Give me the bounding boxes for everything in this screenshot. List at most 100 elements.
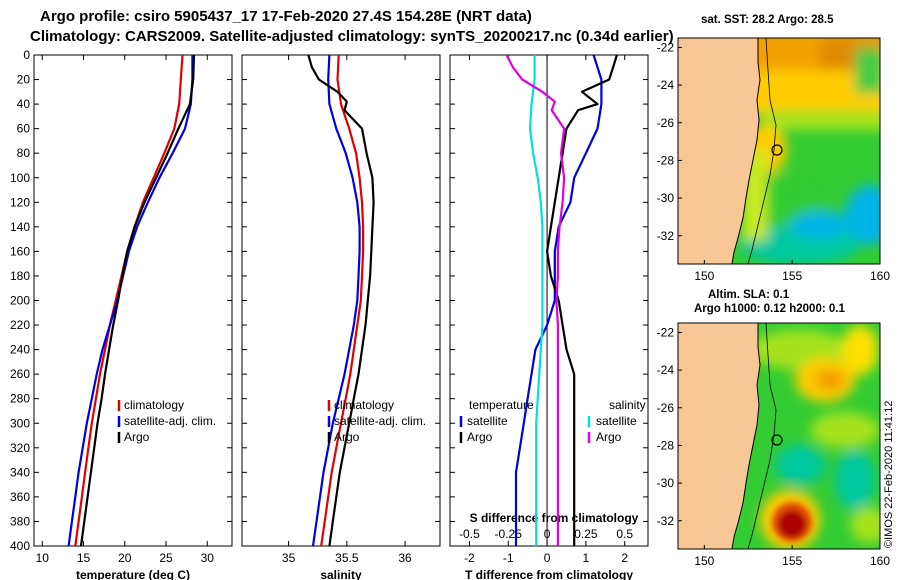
legend-s-argo-label: Argo xyxy=(596,430,622,444)
x-tick-label: 30 xyxy=(201,551,215,565)
credit-text: ©IMOS 22-Feb-2020 11:41:12 xyxy=(883,401,895,548)
axis-ticks: 0204060801001201401601802002202402602803… xyxy=(10,48,648,580)
sla-map-title-1: Altim. SLA: 0.1 xyxy=(708,289,790,301)
map-y-tick-label: -28 xyxy=(657,438,675,452)
depth-tick-label: 80 xyxy=(17,146,31,160)
map-y-tick-label: -22 xyxy=(657,40,675,54)
map-y-tick-label: -30 xyxy=(657,191,675,205)
x-tick-label: 2 xyxy=(621,551,628,565)
legend-satellite-label: satellite-adj. clim. xyxy=(334,414,426,428)
depth-tick-label: 240 xyxy=(10,343,30,357)
sst-map-frame xyxy=(677,37,881,265)
sst-map-title: sat. SST: 28.2 Argo: 28.5 xyxy=(701,14,834,26)
x-tick-label: 0 xyxy=(544,551,551,565)
depth-tick-label: 300 xyxy=(10,416,30,430)
x-tick-label: 15 xyxy=(77,551,91,565)
depth-tick-label: 120 xyxy=(10,195,30,209)
series-line-salinity-argo xyxy=(505,54,566,546)
x-axis-label: salinity xyxy=(320,568,362,580)
sst-map-ticks: 150 155 160 -22 -24 -26 -28 -30 -32 xyxy=(657,40,891,283)
depth-tick-label: 380 xyxy=(10,514,30,528)
sst-map-field xyxy=(678,38,880,264)
depth-tick-label: 20 xyxy=(17,73,31,87)
series-line-temperature-satellite xyxy=(514,54,603,546)
map-x-tick-label: 155 xyxy=(782,554,802,568)
x-axis-label: temperature (deg C) xyxy=(76,568,190,580)
x-tick-label: 35 xyxy=(282,551,296,565)
legend-temperature-title: temperature xyxy=(469,398,534,412)
map-y-tick-label: -32 xyxy=(657,229,675,243)
temperature-legend: climatology satellite-adj. clim. Argo xyxy=(117,398,216,444)
depth-tick-label: 140 xyxy=(10,220,30,234)
map-y-tick-label: -24 xyxy=(657,78,675,92)
x-tick-label: 25 xyxy=(159,551,173,565)
depth-tick-label: 340 xyxy=(10,465,30,479)
difference-axes xyxy=(449,54,649,547)
x-tick-label: 20 xyxy=(118,551,132,565)
s-axis-label: S difference from climatology xyxy=(470,511,639,525)
depth-tick-label: 280 xyxy=(10,392,30,406)
series-line-satellite-adj-clim- xyxy=(311,54,361,547)
x-tick-label: 1 xyxy=(583,551,590,565)
map-x-tick-label: 150 xyxy=(694,269,714,283)
map-y-tick-label: -32 xyxy=(657,514,675,528)
series-line-argo xyxy=(79,54,196,547)
series-line-climatology xyxy=(320,54,365,547)
s-tick-label: 0 xyxy=(544,527,551,541)
legend-t-satellite-label: satellite xyxy=(467,414,508,428)
title-line-2: Climatology: CARS2009. Satellite-adjuste… xyxy=(30,28,674,45)
title-line-1: Argo profile: csiro 5905437_17 17-Feb-20… xyxy=(40,8,532,25)
map-x-tick-label: 150 xyxy=(694,554,714,568)
legend-t-argo-label: Argo xyxy=(467,430,493,444)
depth-tick-label: 100 xyxy=(10,171,30,185)
x-tick-label: -2 xyxy=(464,551,475,565)
salinity-legend: climatology satellite-adj. clim. Argo xyxy=(327,398,426,444)
depth-tick-label: 200 xyxy=(10,294,30,308)
legend-climatology-label: climatology xyxy=(334,398,394,412)
profile-series xyxy=(67,54,618,547)
legend-salinity-title: salinity xyxy=(609,398,646,412)
depth-tick-label: 160 xyxy=(10,244,30,258)
depth-tick-label: 40 xyxy=(17,97,31,111)
x-tick-label: -1 xyxy=(503,551,514,565)
x-axis-label: T difference from climatology xyxy=(465,568,633,580)
salinity-axes xyxy=(241,54,441,547)
depth-tick-label: 400 xyxy=(10,539,30,553)
s-tick-label: -0.5 xyxy=(459,527,480,541)
x-tick-label: 35.5 xyxy=(335,551,359,565)
series-line-salinity-satellite xyxy=(528,55,544,546)
depth-tick-label: 320 xyxy=(10,441,30,455)
s-tick-label: 0.25 xyxy=(574,527,598,541)
sst-argo-marker xyxy=(771,144,783,156)
x-tick-label: 10 xyxy=(36,551,50,565)
map-x-tick-label: 160 xyxy=(870,269,890,283)
temperature-axes xyxy=(33,54,233,547)
depth-tick-label: 220 xyxy=(10,318,30,332)
s-tick-label: 0.5 xyxy=(616,527,633,541)
legend-s-satellite-label: satellite xyxy=(596,414,637,428)
map-y-tick-label: -26 xyxy=(657,116,675,130)
sla-map-frame xyxy=(677,322,881,550)
map-x-tick-label: 160 xyxy=(870,554,890,568)
map-x-tick-label: 155 xyxy=(782,269,802,283)
sla-argo-marker xyxy=(771,434,783,446)
legend-climatology-label: climatology xyxy=(124,398,184,412)
depth-tick-label: 0 xyxy=(23,48,30,62)
map-y-tick-label: -24 xyxy=(657,363,675,377)
s-tick-label: -0.25 xyxy=(495,527,523,541)
depth-tick-label: 360 xyxy=(10,490,30,504)
depth-tick-label: 260 xyxy=(10,367,30,381)
map-y-tick-label: -22 xyxy=(657,325,675,339)
depth-tick-label: 180 xyxy=(10,269,30,283)
map-y-tick-label: -28 xyxy=(657,153,675,167)
sla-map-ticks: 150 155 160 -22 -24 -26 -28 -30 -32 xyxy=(657,325,891,568)
legend-satellite-label: satellite-adj. clim. xyxy=(124,414,216,428)
sla-map-field xyxy=(678,323,880,549)
sla-map-title-2: Argo h1000: 0.12 h2000: 0.1 xyxy=(694,303,845,315)
legend-argo-label: Argo xyxy=(334,430,360,444)
difference-legend: temperature satellite Argo salinity sate… xyxy=(459,398,646,444)
series-line-temperature-argo xyxy=(545,54,618,546)
map-y-tick-label: -26 xyxy=(657,401,675,415)
legend-argo-label: Argo xyxy=(124,430,150,444)
